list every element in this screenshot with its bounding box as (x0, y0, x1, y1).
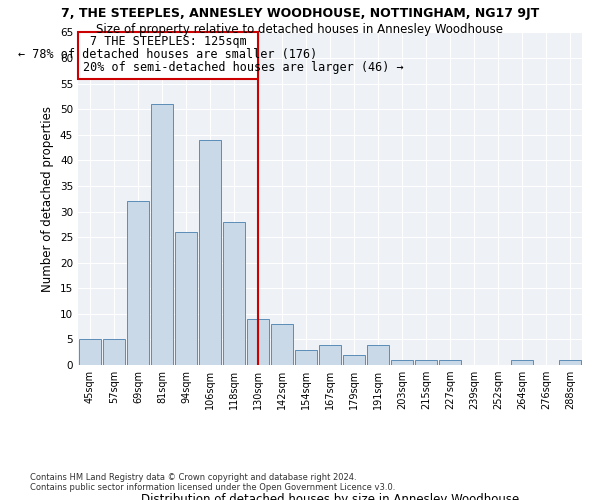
Bar (295, 350, 317, 365)
Text: 7 THE STEEPLES: 125sqm: 7 THE STEEPLES: 125sqm (89, 35, 247, 48)
Bar (175, 232, 197, 365)
Bar (223, 222, 245, 365)
Text: 20% of semi-detached houses are larger (46) →: 20% of semi-detached houses are larger (… (83, 60, 403, 74)
Bar (343, 355, 365, 365)
Text: Contains public sector information licensed under the Open Government Licence v3: Contains public sector information licen… (30, 484, 395, 492)
Bar (319, 344, 341, 365)
Text: Contains HM Land Registry data © Crown copyright and database right 2024.: Contains HM Land Registry data © Crown c… (30, 472, 356, 482)
Bar (247, 319, 269, 365)
Bar (271, 324, 293, 365)
Bar (367, 344, 389, 365)
Bar (391, 360, 413, 365)
Bar (199, 140, 221, 365)
Bar (151, 104, 173, 365)
Bar (127, 202, 149, 365)
FancyBboxPatch shape (78, 32, 258, 78)
X-axis label: Distribution of detached houses by size in Annesley Woodhouse: Distribution of detached houses by size … (141, 492, 519, 500)
Text: ← 78% of detached houses are smaller (176): ← 78% of detached houses are smaller (17… (19, 48, 317, 61)
Bar (559, 360, 581, 365)
Bar (103, 340, 125, 365)
Bar (415, 360, 437, 365)
Text: Size of property relative to detached houses in Annesley Woodhouse: Size of property relative to detached ho… (97, 22, 503, 36)
Bar (79, 340, 101, 365)
Text: 7, THE STEEPLES, ANNESLEY WOODHOUSE, NOTTINGHAM, NG17 9JT: 7, THE STEEPLES, ANNESLEY WOODHOUSE, NOT… (61, 8, 539, 20)
Bar (439, 360, 461, 365)
Bar (511, 360, 533, 365)
Y-axis label: Number of detached properties: Number of detached properties (41, 106, 55, 292)
